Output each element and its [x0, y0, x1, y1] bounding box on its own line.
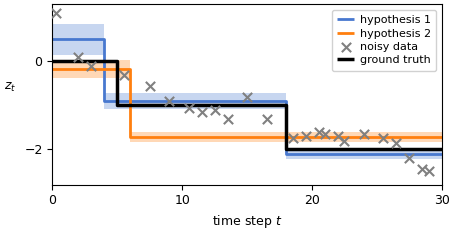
ground truth	[49, 60, 55, 63]
noisy data	[419, 167, 426, 171]
hypothesis 1	[102, 99, 107, 102]
noisy data	[198, 110, 205, 114]
hypothesis 2	[128, 136, 133, 139]
noisy data	[185, 106, 192, 110]
hypothesis 2	[49, 68, 55, 71]
noisy data	[406, 156, 413, 160]
hypothesis 1	[439, 152, 444, 155]
noisy data	[425, 169, 433, 173]
noisy data	[315, 130, 322, 134]
Y-axis label: $z_t$: $z_t$	[4, 81, 16, 94]
hypothesis 1	[283, 152, 289, 155]
noisy data	[74, 55, 82, 59]
Line: ground truth: ground truth	[52, 61, 442, 149]
noisy data	[120, 73, 128, 77]
ground truth	[439, 148, 444, 151]
hypothesis 2	[128, 68, 133, 71]
Line: hypothesis 1: hypothesis 1	[52, 39, 442, 154]
noisy data	[224, 117, 231, 121]
noisy data	[263, 117, 270, 121]
noisy data	[393, 141, 400, 145]
noisy data	[146, 84, 153, 88]
noisy data	[380, 136, 387, 140]
noisy data	[341, 139, 348, 143]
noisy data	[243, 95, 251, 99]
noisy data	[302, 134, 309, 138]
ground truth	[283, 104, 289, 107]
X-axis label: time step $t$: time step $t$	[212, 213, 282, 230]
noisy data	[321, 132, 329, 136]
Legend: hypothesis 1, hypothesis 2, noisy data, ground truth: hypothesis 1, hypothesis 2, noisy data, …	[332, 10, 436, 71]
ground truth	[283, 148, 289, 151]
noisy data	[166, 99, 173, 103]
noisy data	[53, 11, 60, 15]
noisy data	[289, 136, 296, 140]
hypothesis 1	[102, 38, 107, 41]
noisy data	[211, 108, 218, 112]
ground truth	[114, 104, 120, 107]
hypothesis 2	[439, 136, 444, 139]
noisy data	[335, 134, 342, 138]
noisy data	[88, 64, 95, 68]
hypothesis 1	[283, 99, 289, 102]
noisy data	[360, 132, 368, 136]
Line: hypothesis 2: hypothesis 2	[52, 69, 442, 137]
ground truth	[114, 60, 120, 63]
hypothesis 1	[49, 38, 55, 41]
